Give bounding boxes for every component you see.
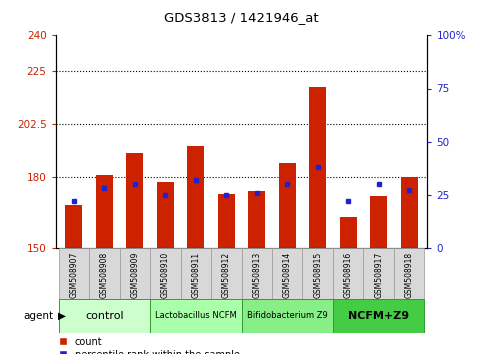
Bar <box>242 248 272 299</box>
Bar <box>127 153 143 248</box>
Bar <box>333 248 363 299</box>
Bar <box>150 248 181 299</box>
Bar <box>218 194 235 248</box>
Bar <box>309 87 326 248</box>
Text: GSM508916: GSM508916 <box>344 252 353 298</box>
Text: GSM508918: GSM508918 <box>405 252 413 298</box>
Text: GSM508913: GSM508913 <box>252 252 261 298</box>
Bar <box>333 299 425 333</box>
Bar <box>242 299 333 333</box>
Bar <box>340 217 356 248</box>
Text: control: control <box>85 311 124 321</box>
Legend: count, percentile rank within the sample: count, percentile rank within the sample <box>56 333 244 354</box>
Text: GSM508911: GSM508911 <box>191 252 200 298</box>
Text: GSM508912: GSM508912 <box>222 252 231 298</box>
Bar <box>370 196 387 248</box>
Bar <box>181 248 211 299</box>
Bar <box>58 248 89 299</box>
Text: Lactobacillus NCFM: Lactobacillus NCFM <box>155 312 237 320</box>
Bar <box>363 248 394 299</box>
Text: GSM508910: GSM508910 <box>161 252 170 298</box>
Text: GSM508908: GSM508908 <box>100 252 109 298</box>
Text: GSM508907: GSM508907 <box>70 252 78 298</box>
Bar <box>187 146 204 248</box>
Bar <box>394 248 425 299</box>
Bar <box>302 248 333 299</box>
Text: ▶: ▶ <box>58 311 66 321</box>
Bar <box>211 248 242 299</box>
Text: GSM508915: GSM508915 <box>313 252 322 298</box>
Text: GDS3813 / 1421946_at: GDS3813 / 1421946_at <box>164 11 319 24</box>
Bar <box>272 248 302 299</box>
Text: Bifidobacterium Z9: Bifidobacterium Z9 <box>247 312 327 320</box>
Bar <box>157 182 174 248</box>
Text: GSM508909: GSM508909 <box>130 252 139 298</box>
Bar <box>279 163 296 248</box>
Text: GSM508917: GSM508917 <box>374 252 383 298</box>
Bar <box>89 248 120 299</box>
Bar <box>96 175 113 248</box>
Text: GSM508914: GSM508914 <box>283 252 292 298</box>
Bar <box>150 299 242 333</box>
Bar <box>248 191 265 248</box>
Bar <box>66 205 82 248</box>
Bar <box>120 248 150 299</box>
Text: agent: agent <box>23 311 53 321</box>
Bar <box>401 177 417 248</box>
Bar <box>58 299 150 333</box>
Text: NCFM+Z9: NCFM+Z9 <box>348 311 409 321</box>
